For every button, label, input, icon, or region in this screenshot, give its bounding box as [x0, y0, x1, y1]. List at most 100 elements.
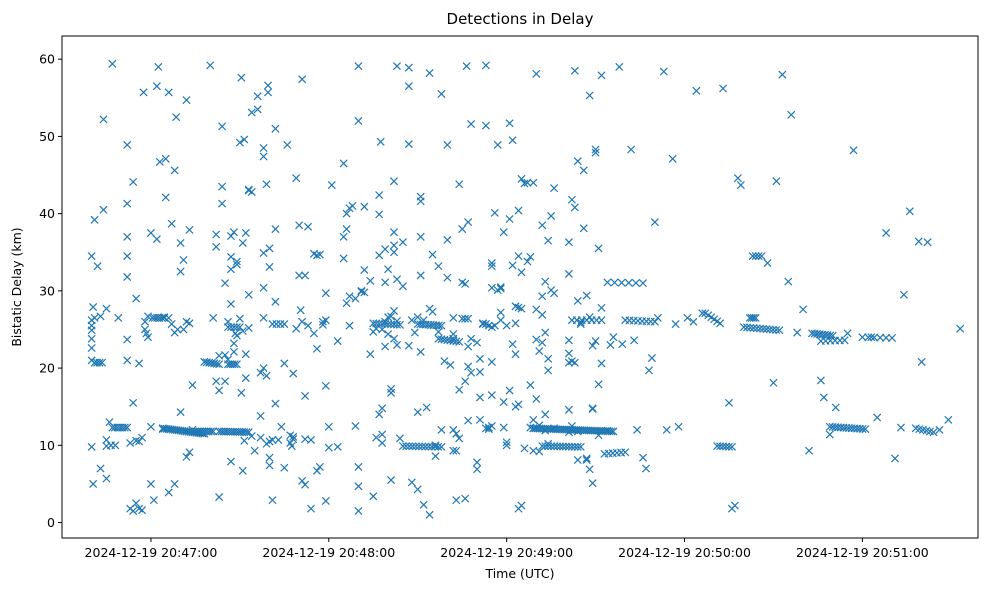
detection-marker [146, 228, 155, 237]
detection-marker [689, 317, 698, 326]
detection-marker [321, 316, 330, 325]
detection-marker [242, 428, 251, 437]
detection-marker [221, 279, 230, 288]
detection-marker [561, 442, 570, 451]
detection-marker [389, 228, 399, 237]
detection-marker [226, 323, 235, 332]
detection-marker [674, 422, 683, 431]
detection-marker [389, 248, 399, 257]
x-axis-ticks: 2024-12-19 20:47:00 2024-12-19 20:48:00 20… [85, 538, 929, 560]
detection-marker [434, 327, 443, 336]
detection-marker [434, 262, 443, 271]
detection-marker [481, 424, 490, 433]
detection-marker [244, 323, 253, 332]
detection-marker [793, 328, 802, 337]
y-tick-label: 30 [39, 283, 55, 298]
detection-marker [296, 306, 305, 315]
detection-marker [306, 435, 316, 444]
detection-marker [743, 323, 752, 332]
detection-marker [289, 435, 298, 444]
detection-marker [132, 436, 141, 445]
detection-marker [890, 454, 900, 463]
detection-marker [558, 442, 568, 451]
detection-marker [570, 358, 579, 367]
detection-marker [402, 442, 411, 451]
detection-marker [241, 374, 250, 383]
detection-marker [464, 362, 473, 371]
detection-marker [475, 354, 485, 363]
detection-marker [755, 324, 765, 333]
detection-marker [573, 157, 582, 166]
detection-marker [505, 215, 514, 224]
detection-marker [544, 236, 553, 245]
detection-marker [419, 500, 428, 509]
detection-marker [384, 313, 393, 322]
detection-marker [375, 251, 384, 260]
detection-marker [609, 333, 618, 342]
detection-marker [212, 377, 221, 386]
detection-marker [413, 485, 422, 494]
detection-marker [418, 442, 427, 451]
x-axis-label: Time (UTC) [484, 566, 554, 581]
detection-marker [472, 465, 482, 474]
detection-marker [259, 283, 268, 292]
detection-marker [455, 337, 464, 346]
detection-marker [264, 81, 273, 90]
detection-marker [238, 466, 247, 475]
detection-marker [114, 313, 123, 322]
detection-marker [414, 442, 423, 451]
detection-marker [378, 404, 387, 413]
detection-marker [312, 344, 321, 353]
detection-marker [570, 66, 579, 75]
detection-marker [517, 304, 526, 313]
detection-marker [176, 408, 185, 417]
detection-marker [759, 324, 768, 333]
detection-marker [96, 464, 105, 473]
detection-marker [736, 181, 745, 190]
detection-marker [247, 108, 256, 117]
detection-marker [606, 340, 615, 349]
detection-marker [152, 235, 161, 244]
detection-marker [487, 421, 496, 431]
detection-marker [230, 360, 239, 369]
detection-marker [653, 313, 662, 322]
detection-marker [627, 145, 636, 154]
detection-marker [102, 474, 111, 483]
detection-marker [404, 341, 413, 350]
detection-marker [206, 427, 215, 436]
detection-marker [226, 232, 235, 241]
detection-marker [221, 350, 230, 359]
detection-marker [430, 442, 440, 451]
detection-marker [493, 140, 502, 149]
detection-marker [799, 305, 808, 314]
detection-marker [873, 413, 882, 422]
detection-marker [464, 342, 473, 351]
detection-marker [351, 421, 360, 431]
detection-marker [250, 446, 259, 455]
detection-marker [271, 124, 280, 133]
x-tick-label: 2024-12-19 20:48:00 [262, 545, 395, 560]
detection-marker [449, 313, 458, 322]
detection-marker [526, 381, 535, 390]
detection-marker [475, 393, 485, 402]
detection-marker [564, 238, 573, 247]
detection-marker [896, 423, 905, 432]
detection-marker [247, 187, 256, 197]
detection-marker [182, 96, 191, 105]
detection-marker [573, 296, 582, 305]
detection-marker [389, 177, 399, 186]
detection-marker [624, 278, 633, 287]
detection-marker [392, 320, 402, 329]
detection-marker [324, 422, 333, 431]
detection-marker [160, 313, 169, 322]
detection-marker [588, 405, 597, 414]
detection-marker [129, 398, 138, 407]
detection-marker [295, 221, 304, 230]
detection-marker [339, 232, 348, 241]
detection-marker [306, 504, 316, 513]
y-tick-label: 50 [39, 129, 55, 144]
detection-marker [301, 480, 310, 489]
detection-marker [247, 432, 256, 441]
detection-marker [170, 479, 179, 488]
